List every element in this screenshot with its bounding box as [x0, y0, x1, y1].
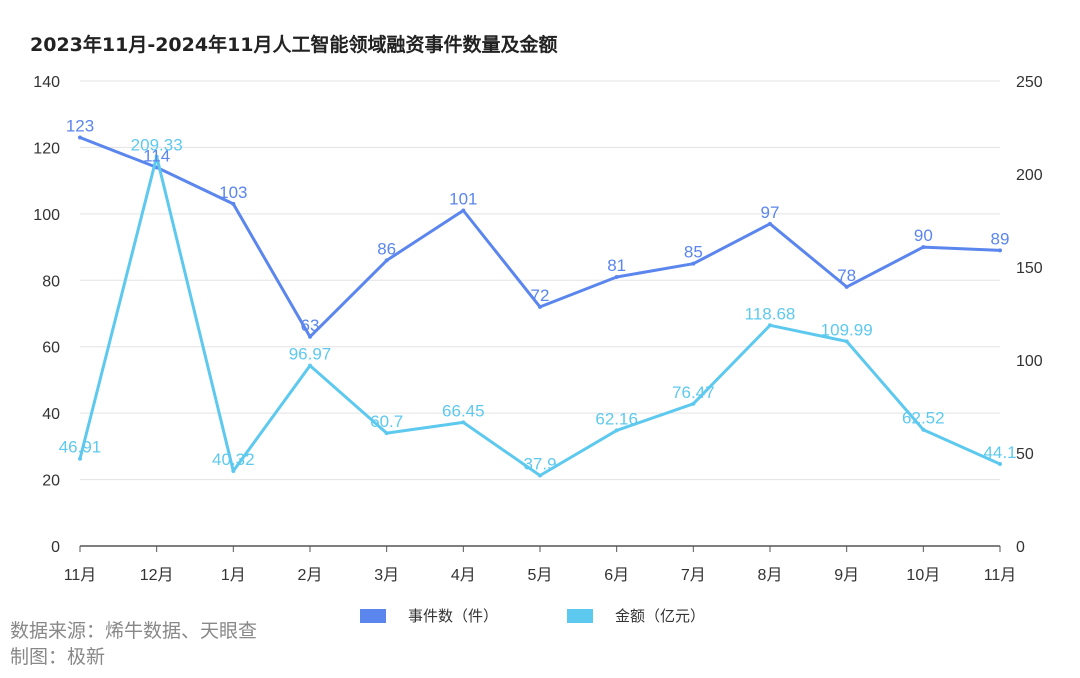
y-right-tick-label: 200	[1016, 167, 1043, 184]
data-point	[691, 401, 696, 406]
data-point	[154, 154, 159, 159]
data-point	[384, 431, 389, 436]
source-line: 数据来源：烯牛数据、天眼查	[10, 620, 258, 642]
x-tick-label: 4月	[451, 567, 476, 584]
data-label: 40.32	[212, 450, 255, 469]
data-point	[78, 135, 82, 140]
x-tick-label: 5月	[528, 567, 553, 584]
data-point	[691, 261, 696, 266]
y-right-tick-label: 250	[1016, 74, 1043, 91]
data-point	[538, 304, 542, 309]
legend-item-amount[interactable]: 金额（亿元）	[567, 605, 705, 626]
y-left-tick-label: 100	[33, 207, 60, 224]
series-line-amount	[78, 155, 1002, 477]
y-left-tick-label: 140	[33, 74, 60, 91]
x-tick-label: 11月	[984, 567, 1017, 584]
legend-swatch-events	[360, 608, 386, 623]
x-tick-label: 3月	[374, 567, 399, 584]
data-point	[78, 456, 82, 461]
data-label: 44.1	[983, 443, 1016, 462]
y-left-tick-label: 120	[33, 140, 60, 157]
data-point	[768, 323, 772, 328]
data-label: 85	[684, 243, 703, 262]
data-label: 37.9	[523, 455, 556, 474]
data-label: 89	[991, 229, 1010, 248]
y-right-tick-label: 0	[1016, 539, 1025, 556]
data-label: 81	[607, 256, 626, 275]
data-point	[614, 274, 619, 279]
data-label: 101	[449, 190, 477, 209]
x-tick-label: 10月	[906, 567, 940, 584]
y-left-tick-label: 0	[51, 539, 60, 556]
series-lines	[78, 135, 1002, 478]
legend-label-amount: 金额（亿元）	[615, 607, 706, 625]
data-label: 209.33	[131, 136, 183, 155]
data-point	[921, 427, 926, 432]
y-left-tick-label: 60	[42, 340, 60, 357]
data-label: 109.99	[821, 320, 873, 339]
data-label: 114	[143, 146, 170, 165]
data-point	[538, 473, 542, 478]
x-tick-label: 7月	[681, 567, 706, 584]
data-point	[998, 248, 1002, 253]
source-note: 数据来源：烯牛数据、天眼查 制图：极新	[10, 618, 257, 670]
data-label: 90	[914, 226, 933, 245]
legend-swatch-amount	[567, 608, 593, 623]
x-tick-label: 6月	[604, 567, 629, 584]
data-label: 63	[301, 316, 320, 335]
data-label: 62.52	[902, 409, 945, 428]
data-label: 62.16	[595, 409, 638, 428]
data-label: 123	[66, 116, 94, 135]
x-tick-label: 11月	[64, 567, 97, 584]
data-labels: 123 114 103 63 86 101 72 81 85 97 78 90 89 46.91 209.3…	[59, 116, 1017, 473]
x-tick-label: 12月	[140, 567, 174, 584]
data-point	[998, 461, 1002, 466]
x-tick-label: 2月	[298, 567, 323, 584]
y-right-tick-label: 50	[1016, 446, 1034, 463]
legend-item-events[interactable]: 事件数（件）	[360, 605, 498, 626]
data-point	[921, 245, 926, 250]
legend-label-events: 事件数（件）	[408, 607, 499, 625]
data-point	[308, 363, 312, 368]
grid-lines	[80, 80, 1000, 481]
data-point	[308, 334, 312, 339]
x-tick-label: 8月	[758, 567, 783, 584]
data-label: 60.7	[370, 412, 403, 431]
credit-line: 制图：极新	[10, 646, 106, 668]
x-tick-label: 9月	[834, 567, 859, 584]
data-label: 72	[531, 286, 550, 305]
y-left-tick-label: 80	[42, 273, 60, 290]
data-label: 76.47	[672, 383, 715, 402]
data-point	[844, 339, 849, 344]
x-tick-label: 1月	[221, 567, 246, 584]
data-label: 46.91	[59, 438, 102, 457]
data-point	[461, 208, 466, 213]
data-label: 86	[377, 239, 396, 258]
data-label: 97	[761, 203, 780, 222]
axes: 0 20 40 60 80 100 120 140 0 50 100 150 200 250 11月 12月 1…	[33, 74, 1043, 584]
data-point	[231, 469, 236, 474]
data-label: 78	[837, 266, 856, 285]
chart-title: 2023年11月-2024年11月人工智能领域融资事件数量及金额	[30, 34, 558, 56]
data-label: 118.68	[745, 304, 796, 323]
data-point	[461, 420, 466, 425]
y-right-tick-label: 100	[1016, 353, 1043, 370]
data-point	[844, 284, 849, 289]
y-left-tick-label: 40	[42, 406, 60, 423]
data-point	[384, 258, 389, 263]
y-left-tick-label: 20	[42, 473, 60, 490]
data-label: 103	[219, 183, 247, 202]
data-label: 66.45	[442, 401, 485, 420]
data-point	[614, 428, 619, 433]
y-right-tick-label: 150	[1016, 260, 1043, 277]
data-point	[231, 201, 236, 206]
data-point	[768, 221, 772, 226]
data-label: 96.97	[289, 345, 332, 364]
